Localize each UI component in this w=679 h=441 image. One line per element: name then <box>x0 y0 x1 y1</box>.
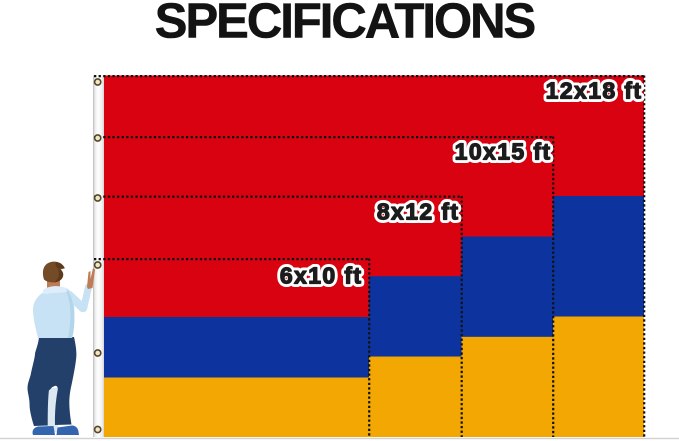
svg-text:8x12 ft: 8x12 ft <box>377 199 460 225</box>
svg-text:6x10 ft: 6x10 ft <box>280 263 363 289</box>
svg-text:10x15 ft: 10x15 ft <box>455 139 552 165</box>
svg-text:SPECIFICATIONS: SPECIFICATIONS <box>155 0 535 49</box>
svg-text:8x12 ft: 8x12 ft <box>377 199 460 225</box>
svg-text:12x18 ft: 12x18 ft <box>546 78 643 104</box>
svg-text:12x18 ft: 12x18 ft <box>546 78 643 104</box>
svg-text:10x15 ft: 10x15 ft <box>455 139 552 165</box>
svg-text:6x10 ft: 6x10 ft <box>280 263 363 289</box>
